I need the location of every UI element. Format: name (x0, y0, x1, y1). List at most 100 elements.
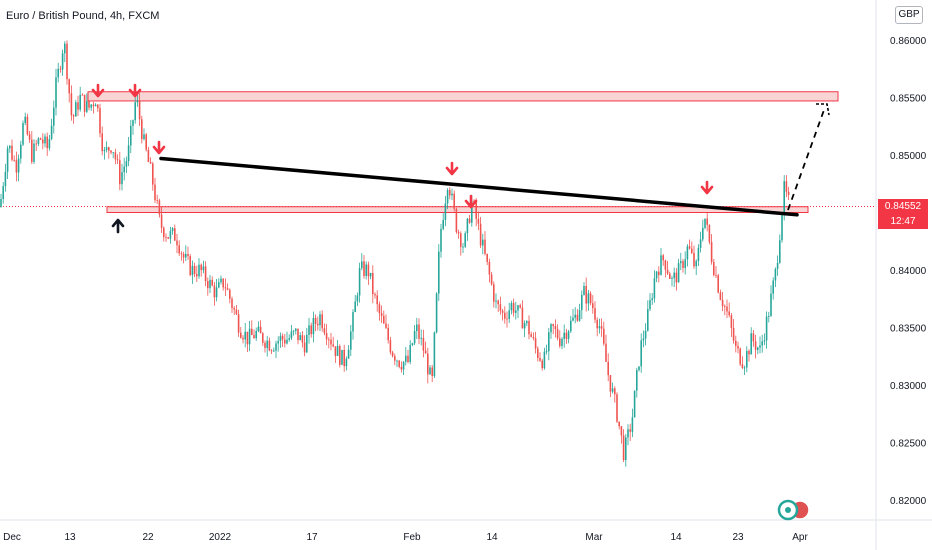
candle-body (193, 265, 196, 275)
candle-body (442, 219, 444, 229)
candle-body (556, 329, 559, 339)
candle-body (127, 145, 130, 162)
candle-body (642, 338, 645, 341)
candle-body (424, 350, 427, 354)
candle-body (763, 340, 766, 342)
candle-body (17, 158, 20, 173)
candle-body (508, 310, 510, 320)
candle-body (622, 435, 625, 461)
candle-body (605, 343, 607, 362)
resistance-zone[interactable] (87, 91, 839, 102)
descending-trendline[interactable] (159, 156, 799, 217)
candle-body (787, 191, 790, 195)
candle-body (438, 251, 440, 294)
candle-body (387, 327, 389, 341)
candle-body (785, 181, 788, 192)
candle-body (416, 324, 418, 332)
candle-body (215, 287, 218, 298)
replay-badge-icon[interactable] (777, 499, 810, 521)
candle-body (717, 275, 719, 293)
candle-body (83, 94, 86, 112)
x-tick-label: Feb (403, 532, 421, 543)
candle-body (587, 293, 590, 304)
candle-body (178, 245, 180, 254)
candle-body (88, 101, 90, 108)
candle-body (482, 239, 484, 246)
candle-body (697, 247, 700, 262)
candle-body (253, 334, 255, 339)
candle-body (273, 350, 275, 352)
candle-body (638, 366, 640, 371)
candle-body (523, 323, 526, 329)
candle-body (699, 239, 702, 248)
candle-body (0, 199, 2, 207)
x-tick-label: 2022 (209, 532, 232, 543)
candle-body (59, 68, 62, 70)
candle-body (759, 345, 761, 348)
candle-body (15, 160, 18, 173)
candle-body (495, 300, 497, 302)
x-tick-label: Apr (792, 532, 808, 543)
candle-body (264, 342, 266, 348)
candle-body (363, 261, 365, 276)
candle-body (66, 43, 68, 80)
candle-body (378, 304, 381, 314)
black-up-arrow (111, 218, 125, 234)
currency-button[interactable]: GBP (895, 6, 923, 24)
candle-body (539, 357, 541, 361)
candle-body (347, 349, 350, 359)
candle-body (354, 301, 356, 313)
candle-body (576, 314, 579, 321)
candle-body (61, 53, 64, 70)
candle-body (688, 246, 691, 249)
candle-body (750, 333, 752, 355)
candle-body (477, 218, 480, 224)
candle-body (233, 308, 235, 310)
candle-body (213, 285, 216, 298)
candle-body (259, 326, 262, 334)
candle-body (369, 272, 372, 277)
candle-body (114, 152, 117, 160)
candle-body (266, 340, 268, 348)
candle-body (669, 273, 671, 279)
candle-body (235, 309, 238, 315)
candle-body (721, 299, 724, 307)
candle-body (244, 331, 246, 340)
candle-body (682, 261, 684, 268)
candle-body (741, 364, 744, 368)
candle-body (559, 338, 561, 347)
y-tick-label: 0.83500 (890, 324, 927, 335)
candle-body (770, 293, 772, 317)
candle-body (319, 314, 321, 326)
candle-body (748, 350, 750, 355)
support-zone[interactable] (106, 206, 809, 213)
candle-body (174, 228, 176, 241)
candle-body (149, 161, 152, 164)
candle-body (581, 294, 583, 311)
candle-body (277, 341, 279, 344)
chart-title: Euro / British Pound, 4h, FXCM (6, 10, 160, 22)
candle-body (211, 279, 213, 286)
candle-body (64, 43, 66, 54)
candle-body (677, 263, 680, 283)
candle-body (292, 330, 295, 332)
candle-body (510, 303, 513, 311)
candle-body (97, 104, 99, 109)
candle-body (180, 253, 183, 255)
candle-body (779, 240, 781, 263)
candle-body (220, 278, 222, 283)
candle-body (169, 231, 172, 239)
candle-body (209, 279, 211, 289)
candle-body (26, 116, 29, 135)
candle-body (394, 356, 396, 361)
candle-body (136, 100, 139, 103)
candle-body (429, 367, 431, 375)
candle-body (427, 353, 429, 375)
candle-body (776, 262, 779, 269)
candle-body (20, 144, 22, 159)
candle-body (704, 218, 706, 228)
candle-body (746, 350, 748, 368)
candle-body (473, 200, 475, 202)
